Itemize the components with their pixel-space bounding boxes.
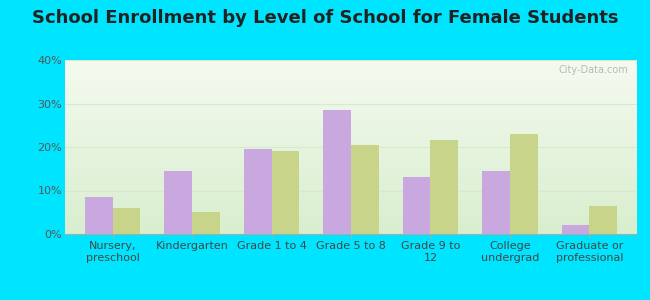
Bar — [402, 177, 430, 234]
Bar — [192, 212, 220, 234]
Text: School Enrollment by Level of School for Female Students: School Enrollment by Level of School for… — [32, 9, 618, 27]
Bar — [351, 145, 379, 234]
Bar — [164, 171, 192, 234]
Bar — [562, 225, 590, 234]
Bar — [590, 206, 617, 234]
Bar — [482, 171, 510, 234]
Bar — [85, 197, 112, 234]
Bar — [112, 208, 140, 234]
Bar — [430, 140, 458, 234]
Bar — [323, 110, 351, 234]
Text: City-Data.com: City-Data.com — [558, 65, 629, 75]
Bar — [272, 152, 300, 234]
Bar — [244, 149, 272, 234]
Bar — [510, 134, 538, 234]
